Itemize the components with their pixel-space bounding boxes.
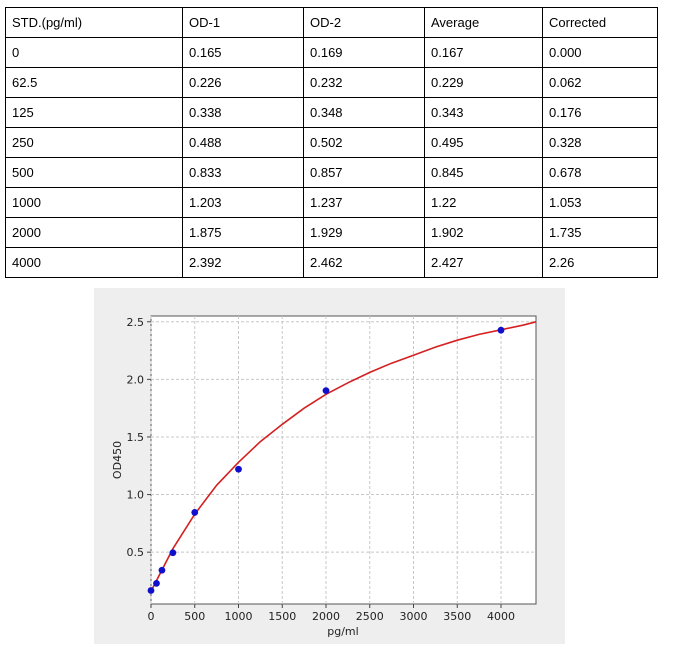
y-axis-ticks: 0.5 1.0 1.5 2.0 2.5: [127, 316, 151, 559]
y-tick-label: 2.5: [127, 316, 145, 329]
data-point: [147, 587, 155, 594]
table-row: 0 0.165 0.169 0.167 0.000: [5, 37, 658, 68]
cell-average: 0.495: [424, 127, 543, 158]
data-point: [191, 509, 199, 516]
cell-std: 0: [5, 37, 183, 68]
data-point: [153, 579, 160, 587]
x-tick-label: 4000: [487, 610, 515, 623]
y-tick-label: 2.0: [127, 373, 145, 386]
x-tick-label: 2000: [312, 610, 340, 623]
cell-od1: 1.875: [182, 217, 304, 248]
cell-od2: 2.462: [303, 247, 425, 278]
y-axis-label: OD450: [111, 441, 124, 479]
cell-average: 0.229: [424, 67, 543, 98]
grid-lines: [150, 316, 536, 604]
cell-average: 1.22: [424, 187, 543, 218]
cell-corrected: 2.26: [542, 247, 658, 278]
cell-od1: 0.833: [182, 157, 304, 188]
x-tick-label: 1000: [225, 610, 253, 623]
cell-od2: 1.237: [303, 187, 425, 218]
cell-std: 62.5: [5, 67, 183, 98]
cell-average: 0.343: [424, 97, 543, 128]
cell-od2: 0.232: [303, 67, 425, 98]
cell-od2: 0.348: [303, 97, 425, 128]
standard-table: STD.(pg/ml) OD-1 OD-2 Average Corrected …: [5, 7, 658, 278]
data-point: [158, 566, 166, 574]
plot-area: [150, 315, 537, 605]
cell-od2: 0.169: [303, 37, 425, 68]
table-row: 125 0.338 0.348 0.343 0.176: [5, 97, 658, 128]
table-row: 62.5 0.226 0.232 0.229 0.062: [5, 67, 658, 98]
cell-average: 2.427: [424, 247, 543, 278]
table-row: 1000 1.203 1.237 1.22 1.053: [5, 187, 658, 218]
data-point: [322, 387, 330, 395]
cell-od2: 0.857: [303, 157, 425, 188]
cell-od2: 1.929: [303, 217, 425, 248]
cell-std: 125: [5, 97, 183, 128]
x-axis-ticks: 0 500 1000 1500 2000 2500 3000 3500 4000: [148, 604, 515, 623]
table-row: 250 0.488 0.502 0.495 0.328: [5, 127, 658, 158]
table-row: 2000 1.875 1.929 1.902 1.735: [5, 217, 658, 248]
cell-corrected: 1.735: [542, 217, 658, 248]
cell-std: 4000: [5, 247, 183, 278]
cell-corrected: 0.678: [542, 157, 658, 188]
standard-curve-chart: 0 500 1000 1500 2000 2500 3000 3500 4000 0.5 1.0 1…: [111, 315, 537, 638]
x-axis-label: pg/ml: [327, 625, 358, 638]
cell-std: 500: [5, 157, 183, 188]
x-tick-label: 1500: [268, 610, 296, 623]
table-row: 4000 2.392 2.462 2.427 2.26: [5, 247, 658, 278]
table-header-row: STD.(pg/ml) OD-1 OD-2 Average Corrected: [5, 7, 658, 38]
cell-corrected: 0.062: [542, 67, 658, 98]
cell-average: 0.845: [424, 157, 543, 188]
header-od1: OD-1: [182, 7, 304, 38]
cell-corrected: 0.328: [542, 127, 658, 158]
y-tick-label: 1.0: [127, 489, 145, 502]
x-tick-label: 2500: [356, 610, 384, 623]
cell-average: 1.902: [424, 217, 543, 248]
x-tick-label: 3000: [400, 610, 428, 623]
cell-od1: 0.338: [182, 97, 304, 128]
cell-average: 0.167: [424, 37, 543, 68]
cell-od1: 0.226: [182, 67, 304, 98]
data-point: [169, 549, 177, 557]
header-od2: OD-2: [303, 7, 425, 38]
fit-curve-line: [150, 321, 537, 592]
x-tick-label: 0: [148, 610, 155, 623]
header-std: STD.(pg/ml): [5, 7, 183, 38]
cell-std: 2000: [5, 217, 183, 248]
cell-od2: 0.502: [303, 127, 425, 158]
y-tick-label: 1.5: [127, 431, 145, 444]
x-tick-label: 500: [184, 610, 205, 623]
cell-od1: 0.165: [182, 37, 304, 68]
cell-std: 250: [5, 127, 183, 158]
cell-corrected: 1.053: [542, 187, 658, 218]
table-row: 500 0.833 0.857 0.845 0.678: [5, 157, 658, 188]
cell-corrected: 0.176: [542, 97, 658, 128]
y-tick-label: 0.5: [127, 546, 145, 559]
standard-curve-panel: 0 500 1000 1500 2000 2500 3000 3500 4000 0.5 1.0 1…: [94, 288, 565, 644]
data-points: [147, 326, 505, 594]
cell-od1: 2.392: [182, 247, 304, 278]
data-point: [235, 465, 242, 473]
cell-od1: 1.203: [182, 187, 304, 218]
header-average: Average: [424, 7, 543, 38]
cell-od1: 0.488: [182, 127, 304, 158]
cell-std: 1000: [5, 187, 183, 218]
fit-curve: [150, 321, 537, 592]
x-tick-label: 3500: [443, 610, 471, 623]
header-corrected: Corrected: [542, 7, 658, 38]
data-point: [497, 326, 505, 334]
cell-corrected: 0.000: [542, 37, 658, 68]
